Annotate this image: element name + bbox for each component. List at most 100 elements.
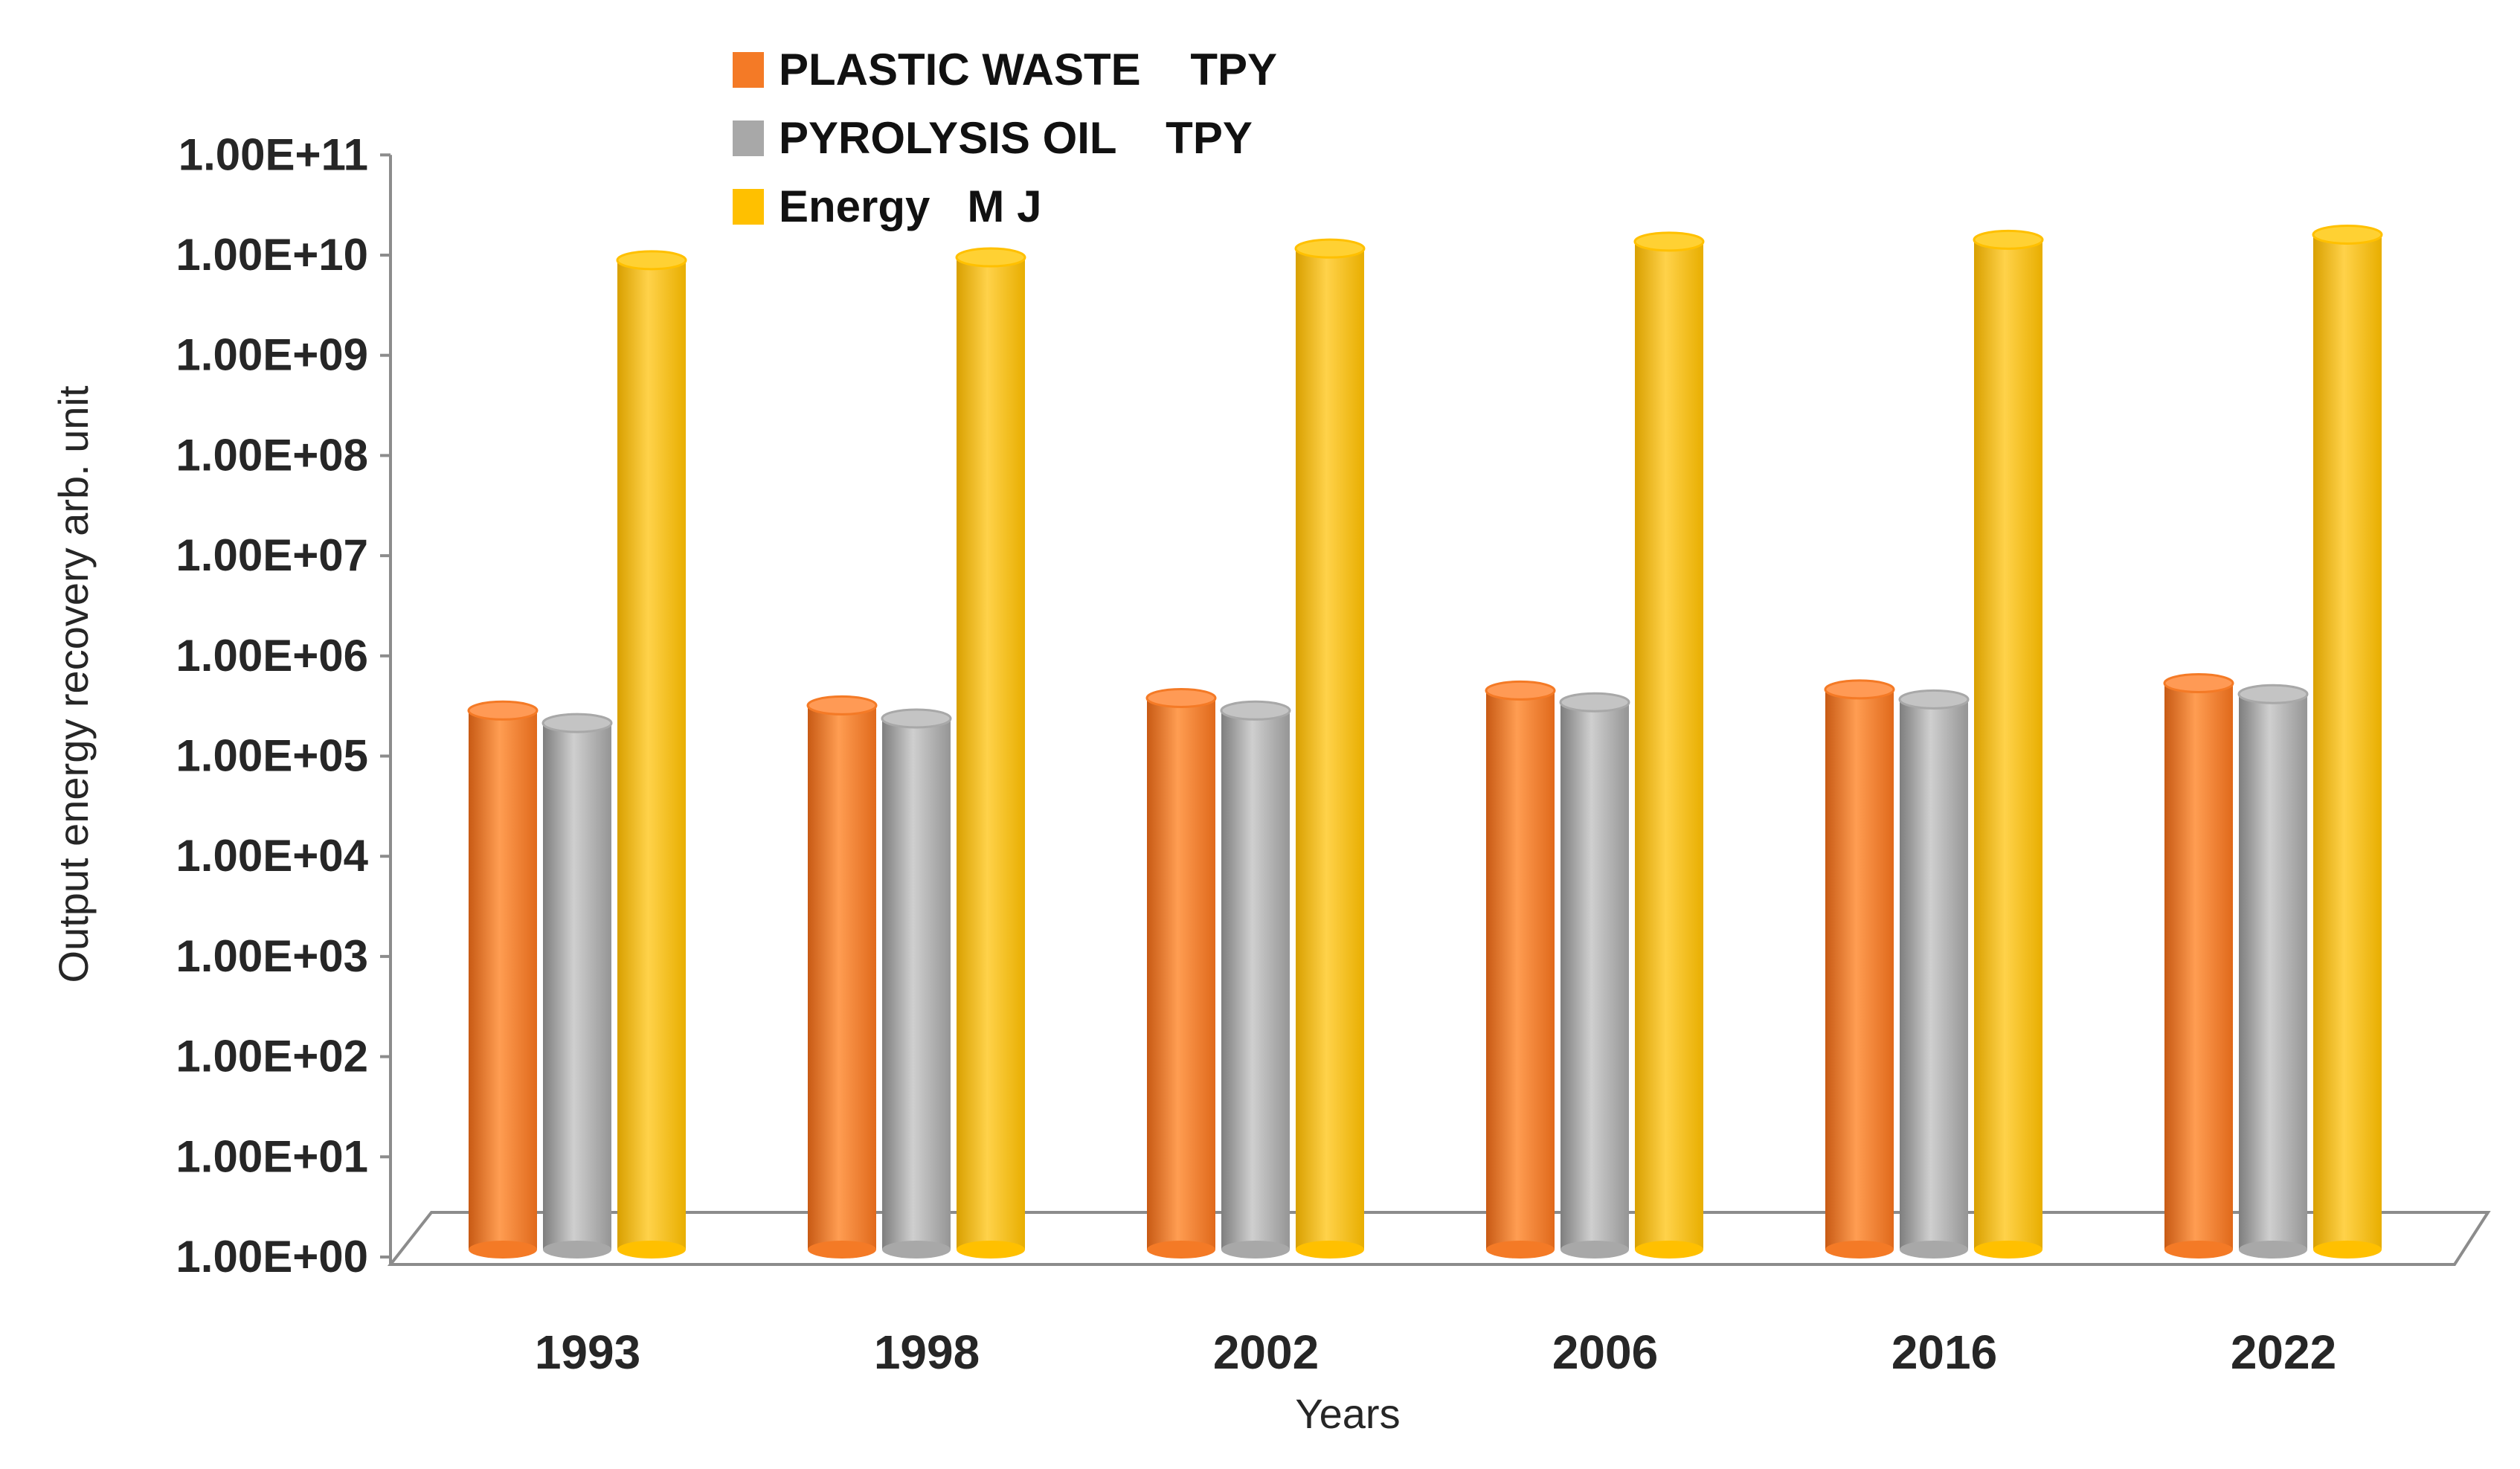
bar-0-2016 — [1824, 679, 1895, 1259]
bar-top — [806, 695, 878, 716]
bar-base — [1974, 1241, 2042, 1259]
bar-body — [2313, 234, 2382, 1250]
y-axis: 1.00E+00 1.00E+01 1.00E+02 1.00E+03 1.00E+04… — [176, 129, 392, 1282]
legend-swatch — [733, 120, 764, 156]
bar-base — [1900, 1241, 1968, 1259]
x-axis-labels: 1993 1998 2002 2006 2016 2022 — [535, 1325, 2336, 1379]
bar-top — [2312, 224, 2383, 245]
bar-base — [808, 1241, 876, 1259]
bar-base — [1825, 1241, 1894, 1259]
bar-top — [955, 247, 1026, 268]
bars — [467, 224, 2383, 1259]
x-tick-label: 1998 — [874, 1325, 980, 1379]
bar-top — [1220, 700, 1291, 721]
x-axis-title: Years — [1295, 1390, 1400, 1437]
y-tick-label: 1.00E+00 — [176, 1232, 368, 1282]
bar-body — [957, 257, 1025, 1250]
bar-0-2022 — [2163, 673, 2234, 1259]
bar-top — [467, 700, 539, 721]
y-tick-label: 1.00E+03 — [176, 931, 368, 981]
bar-2-2022 — [2312, 224, 2383, 1259]
x-tick-label: 2002 — [1213, 1325, 1319, 1379]
bar-top — [541, 713, 613, 733]
legend-swatch — [733, 52, 764, 88]
bar-2-2006 — [1633, 231, 1705, 1259]
bar-0-1993 — [467, 700, 539, 1259]
bar-0-2002 — [1145, 687, 1217, 1259]
bar-top — [1294, 238, 1366, 259]
bar-base — [543, 1241, 611, 1259]
bar-body — [2164, 683, 2233, 1250]
x-tick-label: 2006 — [1552, 1325, 1658, 1379]
bar-body — [1825, 689, 1894, 1250]
bar-0-2006 — [1485, 680, 1556, 1259]
bar-2-1998 — [955, 247, 1026, 1259]
bar-body — [808, 705, 876, 1250]
legend-swatch — [733, 189, 764, 225]
bar-base — [2239, 1241, 2307, 1259]
bar-1-2006 — [1559, 692, 1630, 1259]
bar-body — [1147, 698, 1215, 1250]
bar-2-2002 — [1294, 238, 1366, 1259]
bar-body — [1221, 710, 1290, 1250]
bar-base — [1635, 1241, 1703, 1259]
bar-body — [469, 710, 537, 1250]
bar-body — [617, 260, 686, 1250]
y-tick-label: 1.00E+08 — [176, 430, 368, 480]
bar-1-2016 — [1898, 689, 1970, 1259]
y-tick-label: 1.00E+02 — [176, 1032, 368, 1081]
y-tick-label: 1.00E+11 — [179, 129, 368, 179]
bar-top — [881, 708, 952, 729]
bar-top — [2163, 673, 2234, 694]
y-tick-label: 1.00E+07 — [176, 530, 368, 580]
bar-top — [1485, 680, 1556, 701]
bar-body — [1296, 248, 1364, 1250]
bar-body — [1560, 702, 1629, 1250]
bar-top — [1973, 229, 2044, 250]
bar-body — [2239, 694, 2307, 1250]
bar-0-1998 — [806, 695, 878, 1259]
x-tick-label: 1993 — [535, 1325, 640, 1379]
bar-body — [882, 718, 951, 1250]
x-tick-label: 2016 — [1891, 1325, 1997, 1379]
y-tick-label: 1.00E+09 — [176, 330, 368, 380]
bar-body — [1900, 699, 1968, 1250]
bar-base — [957, 1241, 1025, 1259]
bar-top — [1824, 679, 1895, 700]
y-tick-label: 1.00E+04 — [176, 831, 368, 881]
bar-body — [1635, 241, 1703, 1250]
legend-label: PYROLYSIS OIL TPY — [779, 113, 1253, 163]
bar-top — [1559, 692, 1630, 713]
bar-body — [543, 723, 611, 1250]
legend: PLASTIC WASTE TPY PYROLYSIS OIL TPY Energy… — [733, 45, 1277, 231]
legend-label: PLASTIC WASTE TPY — [779, 45, 1277, 94]
bar-1-2002 — [1220, 700, 1291, 1259]
bar-1-1998 — [881, 708, 952, 1259]
y-tick-label: 1.00E+05 — [176, 731, 368, 781]
bar-base — [1560, 1241, 1629, 1259]
bar-2-2016 — [1973, 229, 2044, 1259]
bar-base — [469, 1241, 537, 1259]
legend-label: Energy M J — [779, 181, 1041, 231]
bar-base — [1221, 1241, 1290, 1259]
bar-base — [2313, 1241, 2382, 1259]
bar-top — [1633, 231, 1705, 252]
bar-base — [1486, 1241, 1555, 1259]
bar-top — [1145, 687, 1217, 708]
bar-1-1993 — [541, 713, 613, 1259]
bar-base — [2164, 1241, 2233, 1259]
y-tick-label: 1.00E+06 — [176, 631, 368, 681]
bar-2-1993 — [616, 250, 687, 1259]
bar-base — [882, 1241, 951, 1259]
bar-base — [617, 1241, 686, 1259]
y-axis-title: Output energy recovery arb. unit — [50, 385, 97, 983]
bar-base — [1296, 1241, 1364, 1259]
y-tick-label: 1.00E+10 — [176, 230, 368, 280]
x-tick-label: 2022 — [2231, 1325, 2336, 1379]
bar-body — [1974, 240, 2042, 1250]
bar-body — [1486, 690, 1555, 1250]
bar-top — [616, 250, 687, 271]
bar-base — [1147, 1241, 1215, 1259]
